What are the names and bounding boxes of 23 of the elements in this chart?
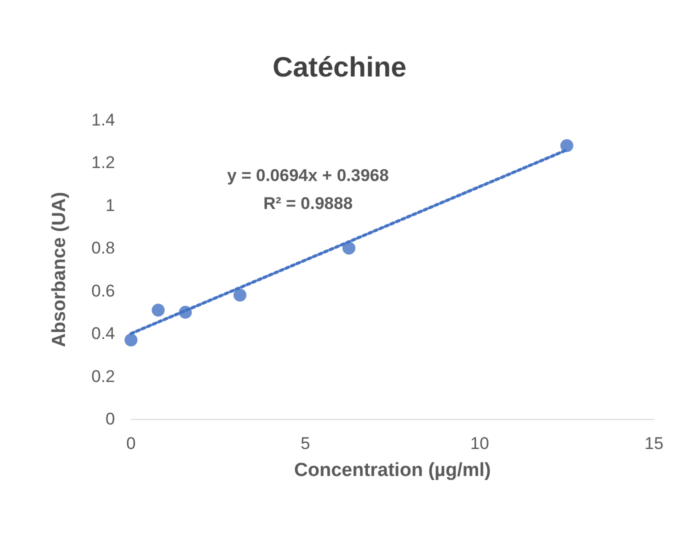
point — [178, 306, 192, 319]
point — [152, 304, 165, 317]
chart-title: Catéchine — [272, 52, 406, 82]
point — [124, 333, 138, 346]
y-axis-title: Absorbance (UA) — [49, 192, 70, 348]
y-tick-label: 1.2 — [91, 153, 115, 172]
y-tick-label: 1.4 — [91, 110, 115, 130]
point — [233, 288, 246, 302]
y-tick-label: 0.8 — [91, 238, 115, 258]
x-tick-label: 0 — [126, 434, 136, 453]
x-tick-label: 5 — [300, 434, 310, 453]
y-tick-label: 1 — [106, 196, 115, 215]
point — [342, 242, 356, 255]
annotation: y = 0.0694x + 0.3968 — [227, 166, 389, 185]
x-tick-label: 15 — [644, 434, 664, 453]
y-tick-label: 0.4 — [91, 324, 115, 344]
point — [560, 139, 574, 152]
y-tick-label: 0.2 — [91, 366, 115, 386]
x-tick-label: 10 — [470, 434, 490, 453]
y-tick-label: 0 — [106, 410, 115, 428]
y-tick-label: 0.6 — [91, 281, 115, 300]
x-axis-title: Concentration (µg/ml) — [294, 460, 491, 481]
annotation: R² = 0.9888 — [263, 194, 353, 213]
